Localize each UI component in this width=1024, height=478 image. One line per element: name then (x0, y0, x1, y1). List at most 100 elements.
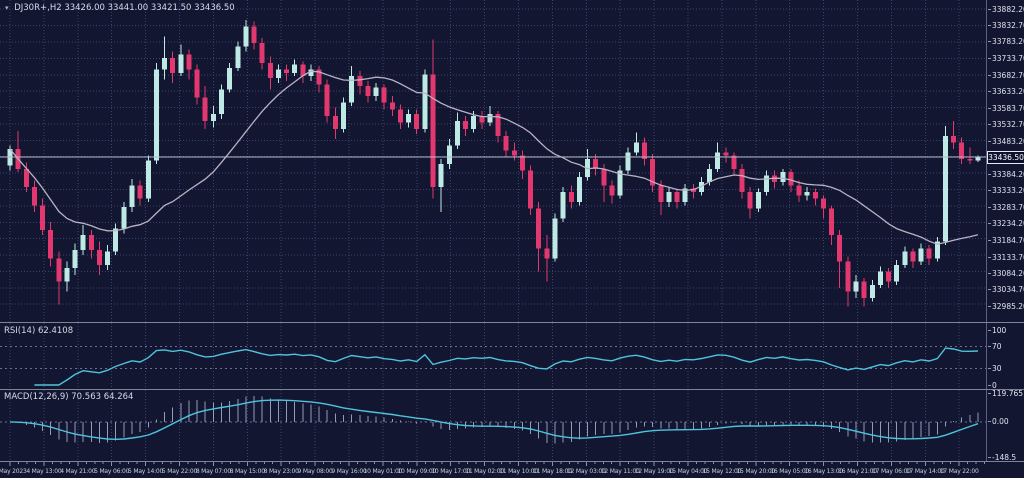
price-axis-label: 33283.70 (988, 203, 1024, 212)
bearish-candle (820, 198, 826, 209)
macd-axis-label: 119.765 (987, 389, 1024, 399)
bullish-candle (454, 120, 460, 146)
symbol-dropdown-icon[interactable]: ▾ (5, 4, 9, 12)
price-axis-label: 33184.70 (988, 236, 1024, 245)
bullish-candle (918, 248, 924, 262)
bearish-candle (357, 76, 363, 87)
bearish-candle (641, 142, 647, 159)
bearish-candle (284, 69, 290, 73)
moving-average-line (9, 70, 979, 245)
price-axis-label: 33783.20 (988, 37, 1024, 46)
bullish-candle (105, 251, 111, 265)
price-axis-label: 33034.70 (988, 285, 1024, 294)
bullish-candle (902, 251, 908, 265)
bearish-candle (829, 208, 835, 236)
bullish-candle (942, 135, 948, 242)
bearish-candle (463, 120, 469, 130)
bearish-candle (910, 251, 916, 262)
bullish-candle (625, 152, 631, 171)
bullish-candle (560, 192, 566, 219)
time-axis-label: 16 May 13:00 (804, 468, 843, 475)
time-axis-label: 5 May 22:00 (161, 468, 198, 475)
macd-panel[interactable] (0, 390, 986, 461)
bearish-candle (31, 187, 37, 206)
bullish-candle (129, 185, 135, 207)
bearish-candle (332, 115, 338, 130)
main-price-panel[interactable] (0, 0, 986, 322)
bearish-candle (389, 102, 395, 110)
bearish-candle (495, 114, 501, 136)
bearish-candle (23, 168, 29, 188)
bearish-candle (56, 258, 62, 282)
bullish-candle (576, 177, 582, 202)
rsi-name: RSI(14) (4, 326, 36, 336)
panel-divider-main-rsi[interactable] (0, 322, 1024, 323)
panel-divider-rsi-macd[interactable] (0, 389, 1024, 390)
bearish-candle (747, 192, 753, 209)
bullish-candle (666, 192, 672, 202)
price-axis[interactable]: 33436.50 33882.20 33832.70 33783.20 33733.7… (986, 0, 1024, 462)
panel-divider-macd-time[interactable] (0, 461, 1024, 462)
time-axis-label: 17 May 14:00 (905, 468, 945, 475)
bullish-candle (471, 115, 477, 130)
time-axis-label: 9 May 08:00 (297, 468, 333, 475)
time-axis-label: 15 May 20:00 (736, 468, 776, 475)
bearish-candle (812, 192, 818, 199)
price-axis-label: 33234.20 (988, 219, 1024, 228)
bearish-candle (137, 185, 143, 199)
bearish-candle (690, 188, 696, 193)
bullish-candle (446, 145, 452, 164)
bullish-candle (487, 114, 493, 123)
rsi-current-value: 62.4108 (37, 326, 74, 336)
macd-axis-label: 0.00 (988, 417, 1009, 427)
price-axis-label: 33682.70 (988, 71, 1024, 80)
bullish-candle (349, 76, 355, 103)
bearish-candle (886, 271, 892, 282)
bullish-candle (80, 235, 86, 250)
bearish-candle (528, 170, 534, 209)
bullish-candle (877, 271, 883, 285)
bullish-candle (341, 102, 347, 130)
bullish-candle (934, 241, 940, 259)
time-axis-label: 10 May 17:00 (431, 468, 471, 475)
macd-indicator-label: MACD(12,26,9) 70.563 64.264 (4, 392, 133, 402)
bullish-candle (64, 268, 70, 282)
bearish-candle (259, 43, 265, 63)
time-axis-label: 16 May 21:00 (838, 468, 877, 475)
time-axis-label: 11 May 10:00 (499, 468, 538, 475)
time-axis-label: 4 May 2023 (0, 468, 27, 475)
bearish-candle (926, 248, 932, 259)
time-axis-label: 11 May 02:00 (465, 468, 504, 475)
bearish-candle (739, 168, 745, 193)
chart-title: ▾ DJ30R+,H2 33426.00 33441.00 33421.50 3… (5, 3, 235, 13)
bearish-candle (511, 150, 517, 156)
bearish-candle (503, 135, 509, 151)
time-axis-label: 10 May 09:00 (397, 468, 437, 475)
bearish-candle (479, 115, 485, 123)
bullish-candle (218, 89, 224, 115)
time-axis-label: 17 May 22:00 (939, 468, 979, 475)
bullish-candle (373, 87, 379, 97)
bullish-candle (552, 218, 558, 259)
bullish-candle (698, 182, 704, 193)
bullish-candle (153, 69, 159, 161)
time-axis-label: 9 May 16:00 (331, 468, 367, 475)
bullish-candle (894, 264, 900, 282)
time-axis-label: 16 May 05:00 (770, 468, 810, 475)
price-axis-label: 33333.20 (988, 186, 1024, 195)
bearish-candle (837, 235, 843, 262)
macd-current-values: 70.563 64.264 (71, 392, 134, 402)
time-axis-label: 8 May 07:00 (195, 468, 231, 475)
bearish-candle (796, 185, 802, 196)
bearish-candle (967, 158, 973, 161)
rsi-panel[interactable] (0, 323, 986, 389)
current-price-box: 33436.50 (987, 150, 1024, 164)
bearish-candle (731, 155, 737, 169)
time-axis-label: 4 May 21:00 (60, 468, 96, 475)
bearish-candle (88, 235, 94, 250)
time-axis-label: 15 May 12:00 (702, 468, 742, 475)
bearish-candle (324, 84, 330, 116)
bullish-candle (162, 57, 168, 70)
